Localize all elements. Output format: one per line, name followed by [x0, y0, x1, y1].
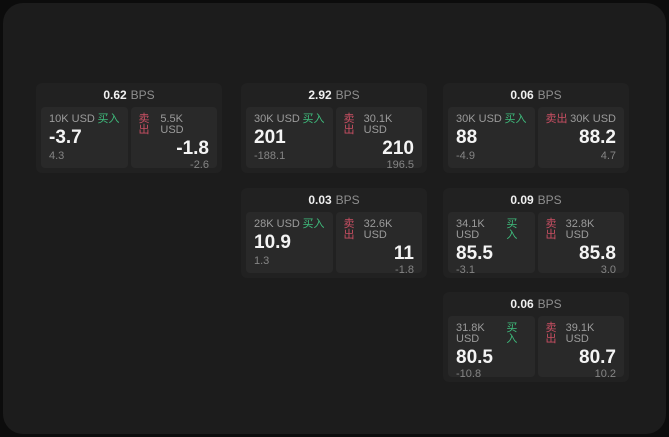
sell-delta: 3.0	[600, 263, 616, 276]
buy-price: 80.5	[456, 347, 493, 368]
quote-panels: 31.8K USD 买入 80.5 -10.8 卖出 39.1K USD 80.…	[443, 316, 629, 382]
buy-price: 201	[254, 127, 286, 148]
buy-label[interactable]: 买入	[97, 113, 120, 125]
sell-panel[interactable]: 卖出 39.1K USD 80.7 10.2	[537, 316, 624, 380]
bps-value: 0.03	[308, 193, 332, 207]
buy-price: -3.7	[49, 127, 82, 148]
sell-label[interactable]: 卖出	[545, 322, 557, 345]
bps-unit: BPS	[537, 88, 562, 102]
buy-delta: -10.8	[456, 367, 482, 380]
sell-label[interactable]: 卖出	[343, 113, 355, 136]
buy-label[interactable]: 买入	[506, 322, 518, 345]
buy-size: 10K USD	[49, 113, 95, 125]
sell-label[interactable]: 卖出	[343, 218, 355, 241]
bps-unit: BPS	[335, 193, 360, 207]
sell-price: 210	[382, 138, 414, 159]
sell-price: -1.8	[176, 138, 209, 159]
quote-panels: 34.1K USD 买入 85.5 -3.1 卖出 32.8K USD 85.8…	[443, 212, 629, 278]
quote-panels: 30K USD 买入 201 -188.1 卖出 30.1K USD 210 1…	[241, 107, 427, 173]
buy-delta: 1.3	[254, 255, 270, 267]
buy-panel[interactable]: 34.1K USD 买入 85.5 -3.1	[448, 212, 535, 276]
sell-price: 80.7	[579, 347, 616, 368]
bps-header: 0.06 BPS	[443, 83, 629, 107]
sell-price: 88.2	[579, 127, 616, 148]
bps-unit: BPS	[537, 193, 562, 207]
buy-panel[interactable]: 10K USD 买入 -3.7 4.3	[41, 107, 128, 168]
buy-delta: 4.3	[49, 150, 65, 162]
sell-size: 30K USD	[570, 113, 616, 125]
bps-value: 0.06	[510, 297, 534, 311]
bps-header: 2.92 BPS	[241, 83, 427, 107]
buy-panel[interactable]: 30K USD 买入 201 -188.1	[246, 107, 333, 168]
sell-panel[interactable]: 卖出 30.1K USD 210 196.5	[335, 107, 422, 171]
buy-delta: -4.9	[456, 150, 475, 162]
sell-label[interactable]: 卖出	[545, 113, 568, 125]
sell-price: 11	[393, 243, 414, 264]
buy-label[interactable]: 买入	[504, 113, 527, 125]
sell-delta: -1.8	[395, 263, 414, 276]
sell-panel[interactable]: 卖出 32.8K USD 85.8 3.0	[537, 212, 624, 276]
bps-header: 0.03 BPS	[241, 188, 427, 212]
sell-delta: -2.6	[190, 158, 209, 171]
trading-quotes-panel: 0.62 BPS 10K USD 买入 -3.7 4.3 卖出 5.5K USD…	[3, 3, 666, 434]
buy-size: 31.8K USD	[456, 322, 485, 345]
quote-card-1: 0.62 BPS 10K USD 买入 -3.7 4.3 卖出 5.5K USD…	[36, 83, 222, 173]
buy-label[interactable]: 买入	[302, 218, 325, 230]
buy-panel[interactable]: 28K USD 买入 10.9 1.3	[246, 212, 333, 273]
bps-value: 0.06	[510, 88, 534, 102]
bps-header: 0.06 BPS	[443, 292, 629, 316]
buy-size: 34.1K USD	[456, 218, 485, 241]
quote-card-4: 0.03 BPS 28K USD 买入 10.9 1.3 卖出 32.6K US…	[241, 188, 427, 278]
sell-price: 85.8	[579, 243, 616, 264]
bps-header: 0.09 BPS	[443, 188, 629, 212]
sell-delta: 4.7	[600, 150, 616, 162]
sell-panel[interactable]: 卖出 30K USD 88.2 4.7	[537, 107, 624, 168]
buy-size: 30K USD	[456, 113, 502, 125]
quote-panels: 30K USD 买入 88 -4.9 卖出 30K USD 88.2 4.7	[443, 107, 629, 173]
quote-card-2: 2.92 BPS 30K USD 买入 201 -188.1 卖出 30.1K …	[241, 83, 427, 173]
bps-unit: BPS	[537, 297, 562, 311]
buy-panel[interactable]: 31.8K USD 买入 80.5 -10.8	[448, 316, 535, 380]
buy-price: 85.5	[456, 243, 493, 264]
bps-value: 2.92	[308, 88, 332, 102]
buy-label[interactable]: 买入	[302, 113, 325, 125]
sell-label[interactable]: 卖出	[138, 113, 150, 136]
buy-price: 88	[456, 127, 478, 148]
sell-size: 32.8K USD	[565, 218, 595, 241]
buy-delta: -188.1	[254, 150, 286, 162]
quote-card-5: 0.09 BPS 34.1K USD 买入 85.5 -3.1 卖出 32.8K…	[443, 188, 629, 278]
sell-delta: 10.2	[594, 367, 616, 380]
bps-value: 0.62	[103, 88, 127, 102]
bps-header: 0.62 BPS	[36, 83, 222, 107]
buy-size: 28K USD	[254, 218, 300, 230]
quote-card-3: 0.06 BPS 30K USD 买入 88 -4.9 卖出 30K USD 8…	[443, 83, 629, 173]
sell-size: 5.5K USD	[160, 113, 184, 136]
bps-unit: BPS	[130, 88, 155, 102]
sell-size: 39.1K USD	[565, 322, 595, 345]
quote-panels: 10K USD 买入 -3.7 4.3 卖出 5.5K USD -1.8 -2.…	[36, 107, 222, 173]
buy-size: 30K USD	[254, 113, 300, 125]
sell-delta: 196.5	[386, 158, 414, 171]
sell-label[interactable]: 卖出	[545, 218, 557, 241]
sell-size: 30.1K USD	[363, 113, 393, 136]
sell-size: 32.6K USD	[363, 218, 393, 241]
bps-value: 0.09	[510, 193, 534, 207]
sell-panel[interactable]: 卖出 32.6K USD 11 -1.8	[335, 212, 422, 276]
buy-label[interactable]: 买入	[506, 218, 518, 241]
bps-unit: BPS	[335, 88, 360, 102]
quote-card-6: 0.06 BPS 31.8K USD 买入 80.5 -10.8 卖出 39.1…	[443, 292, 629, 382]
buy-panel[interactable]: 30K USD 买入 88 -4.9	[448, 107, 535, 168]
sell-panel[interactable]: 卖出 5.5K USD -1.8 -2.6	[130, 107, 217, 171]
buy-price: 10.9	[254, 232, 291, 253]
quote-panels: 28K USD 买入 10.9 1.3 卖出 32.6K USD 11 -1.8	[241, 212, 427, 278]
buy-delta: -3.1	[456, 263, 475, 276]
